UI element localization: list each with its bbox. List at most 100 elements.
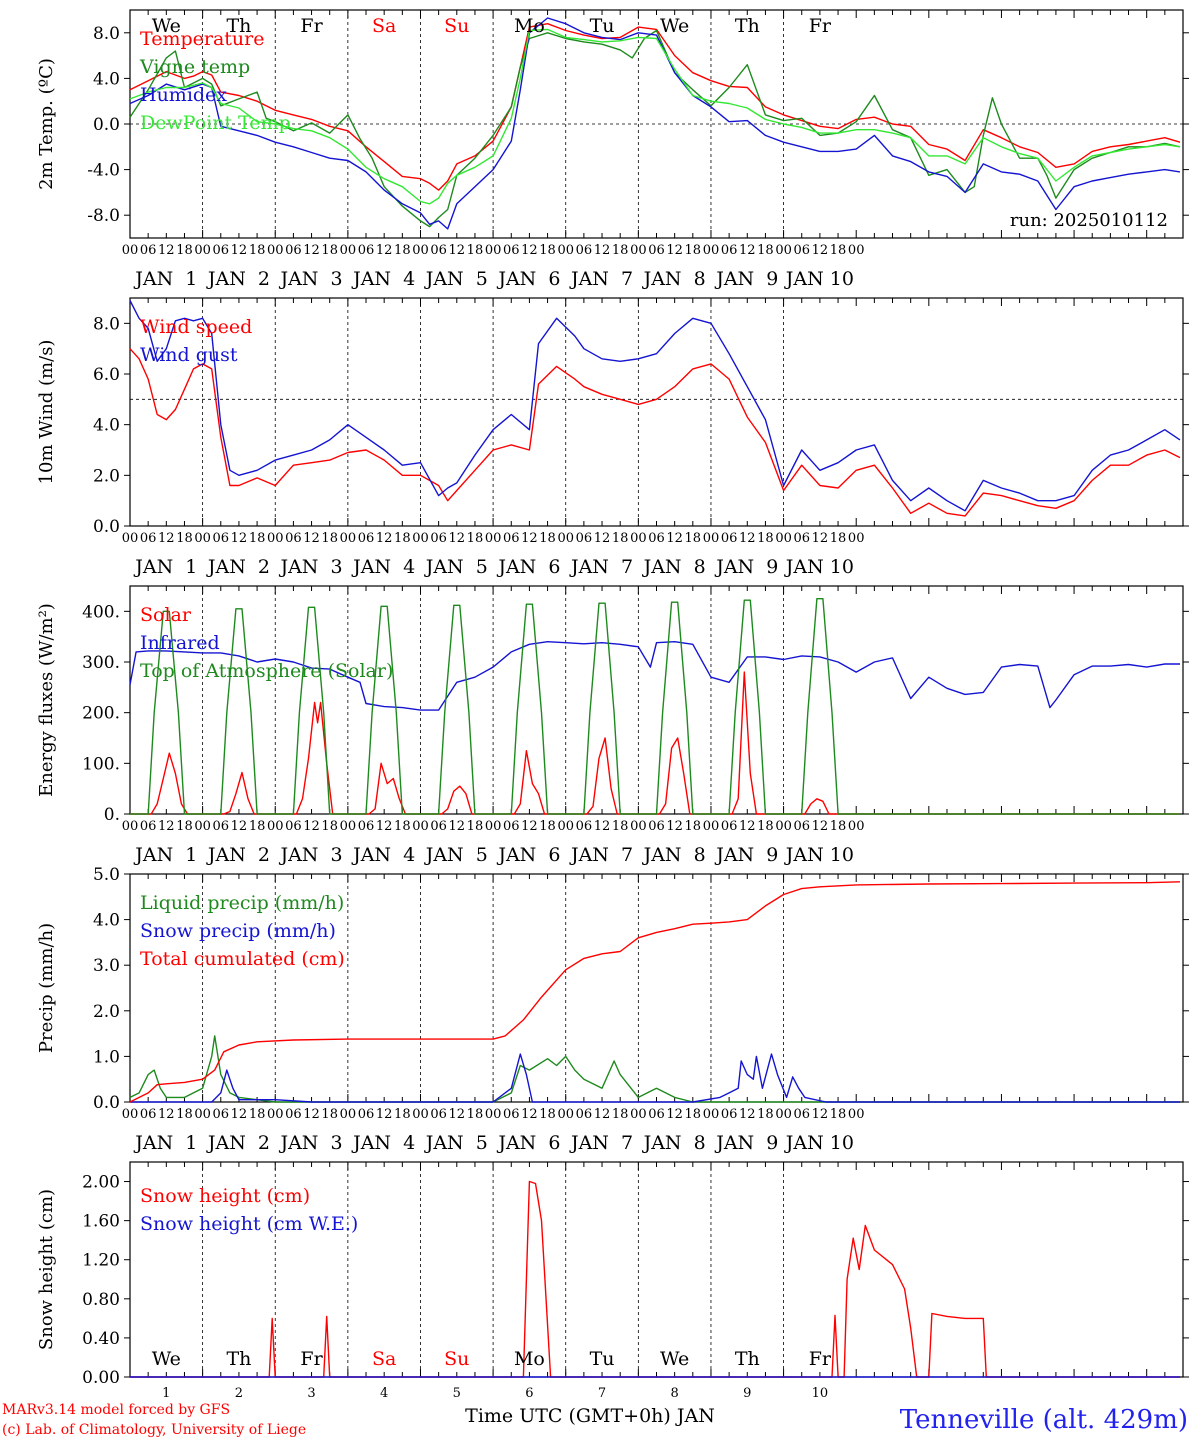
series-line-snow-precip-mm-h- bbox=[130, 1053, 1180, 1103]
hour-tick-label: 00 bbox=[848, 531, 865, 546]
hour-tick-label: 00 bbox=[340, 1107, 357, 1122]
hour-tick-label: 18 bbox=[612, 243, 629, 258]
hour-tick-label: 18 bbox=[830, 819, 847, 834]
legend-entry: Snow height (cm W.E.) bbox=[140, 1213, 358, 1235]
date-label: JAN 1 bbox=[133, 1132, 197, 1154]
date-label: JAN 3 bbox=[278, 556, 342, 578]
date-label: JAN 7 bbox=[569, 844, 633, 866]
day-number-label: 5 bbox=[453, 1386, 461, 1401]
hour-tick-label: 18 bbox=[394, 531, 411, 546]
hour-tick-label: 12 bbox=[739, 819, 756, 834]
series-line-dewpoint-temp bbox=[129, 28, 1181, 205]
hour-tick-label: 00 bbox=[485, 243, 502, 258]
legend-entry: Liquid precip (mm/h) bbox=[140, 892, 344, 914]
hour-tick-label: 12 bbox=[739, 243, 756, 258]
hour-tick-label: 12 bbox=[594, 1107, 611, 1122]
hour-tick-label: 06 bbox=[213, 1107, 230, 1122]
date-label: JAN 7 bbox=[569, 1132, 633, 1154]
hour-tick-label: 00 bbox=[122, 819, 139, 834]
date-label: JAN 6 bbox=[496, 268, 560, 290]
plot-frame bbox=[129, 297, 1184, 527]
hour-tick-label: 12 bbox=[666, 819, 683, 834]
hour-tick-label: 12 bbox=[594, 243, 611, 258]
date-label: JAN 6 bbox=[496, 844, 560, 866]
y-tick-label: 8.0 bbox=[93, 314, 120, 334]
hour-tick-label: 06 bbox=[793, 531, 810, 546]
y-axis-label: Energy fluxes (W/m²) bbox=[36, 603, 57, 797]
weekday-label-bottom: Fr bbox=[809, 1348, 832, 1370]
hour-tick-label: 06 bbox=[285, 819, 302, 834]
y-tick-label: 300. bbox=[82, 653, 120, 673]
date-label: JAN 8 bbox=[642, 844, 706, 866]
date-label: JAN 1 bbox=[133, 556, 197, 578]
legend-entry: Top of Atmosphere (Solar) bbox=[140, 660, 393, 682]
y-tick-label: 5.0 bbox=[93, 865, 120, 885]
hour-tick-label: 12 bbox=[231, 819, 248, 834]
hour-tick-label: 12 bbox=[521, 1107, 538, 1122]
y-tick-label: 1.60 bbox=[82, 1212, 120, 1232]
hour-tick-label: 00 bbox=[412, 531, 429, 546]
hour-tick-label: 00 bbox=[557, 819, 574, 834]
hour-tick-label: 06 bbox=[648, 819, 665, 834]
series-line-total-cumulated-cm- bbox=[129, 881, 1181, 1103]
run-annotation: run: 2025010112 bbox=[1010, 210, 1168, 231]
hour-tick-label: 00 bbox=[412, 819, 429, 834]
hour-tick-label: 12 bbox=[158, 819, 175, 834]
hour-tick-label: 12 bbox=[376, 819, 393, 834]
weekday-label-bottom: We bbox=[660, 1348, 689, 1370]
hour-tick-label: 18 bbox=[467, 243, 484, 258]
series-line-temperature bbox=[129, 23, 1181, 191]
hour-tick-label: 00 bbox=[775, 1107, 792, 1122]
weekday-label: Tu bbox=[590, 15, 615, 37]
date-label: JAN 5 bbox=[424, 268, 488, 290]
hour-tick-label: 00 bbox=[703, 243, 720, 258]
series-line-snow-height-cm- bbox=[130, 1180, 1180, 1378]
hour-tick-label: 06 bbox=[503, 819, 520, 834]
hour-tick-label: 06 bbox=[213, 819, 230, 834]
hour-tick-label: 12 bbox=[739, 1107, 756, 1122]
hour-tick-label: 12 bbox=[158, 531, 175, 546]
weekday-label: Th bbox=[226, 15, 251, 37]
y-tick-label: -8.0 bbox=[87, 206, 120, 226]
hour-tick-label: 18 bbox=[685, 819, 702, 834]
hour-tick-label: 06 bbox=[503, 1107, 520, 1122]
date-label: JAN 4 bbox=[351, 1132, 415, 1154]
hour-tick-label: 18 bbox=[539, 243, 556, 258]
hour-tick-label: 06 bbox=[430, 531, 447, 546]
hour-tick-label: 06 bbox=[576, 531, 593, 546]
hour-tick-label: 00 bbox=[122, 243, 139, 258]
y-tick-label: 4.0 bbox=[93, 416, 120, 436]
hour-tick-label: 18 bbox=[612, 531, 629, 546]
y-tick-label: 4.0 bbox=[93, 911, 120, 931]
legend-entry: Snow precip (mm/h) bbox=[140, 920, 336, 942]
hour-tick-label: 18 bbox=[830, 531, 847, 546]
hour-tick-label: 06 bbox=[140, 1107, 157, 1122]
date-label: JAN 10 bbox=[784, 556, 854, 578]
hour-tick-label: 12 bbox=[521, 243, 538, 258]
hour-tick-label: 18 bbox=[176, 531, 193, 546]
y-axis-label: 10m Wind (m/s) bbox=[36, 340, 57, 485]
y-axis-label: Snow height (cm) bbox=[36, 1189, 57, 1350]
hour-tick-label: 12 bbox=[376, 531, 393, 546]
date-label: JAN 3 bbox=[278, 1132, 342, 1154]
panel-4: 0.0 1.0 2.0 3.0 4.0 5.0 Precip (mm/h) Liquid pr… bbox=[36, 865, 1189, 1154]
hour-tick-label: 00 bbox=[630, 243, 647, 258]
weekday-label-bottom: Sa bbox=[372, 1348, 396, 1370]
hour-tick-label: 12 bbox=[158, 243, 175, 258]
hour-tick-label: 12 bbox=[812, 531, 829, 546]
date-label: JAN 1 bbox=[133, 268, 197, 290]
hour-tick-label: 18 bbox=[249, 1107, 266, 1122]
series-line-humidex bbox=[129, 17, 1181, 230]
hour-tick-label: 12 bbox=[521, 531, 538, 546]
hour-tick-label: 00 bbox=[412, 1107, 429, 1122]
hour-tick-label: 00 bbox=[267, 819, 284, 834]
hour-tick-label: 06 bbox=[213, 243, 230, 258]
hour-tick-label: 00 bbox=[122, 1107, 139, 1122]
hour-tick-label: 06 bbox=[430, 243, 447, 258]
date-label: JAN 10 bbox=[784, 844, 854, 866]
hour-tick-label: 18 bbox=[612, 1107, 629, 1122]
series-line-wind-gust bbox=[129, 300, 1181, 512]
hour-tick-label: 00 bbox=[630, 819, 647, 834]
hour-tick-label: 12 bbox=[231, 1107, 248, 1122]
